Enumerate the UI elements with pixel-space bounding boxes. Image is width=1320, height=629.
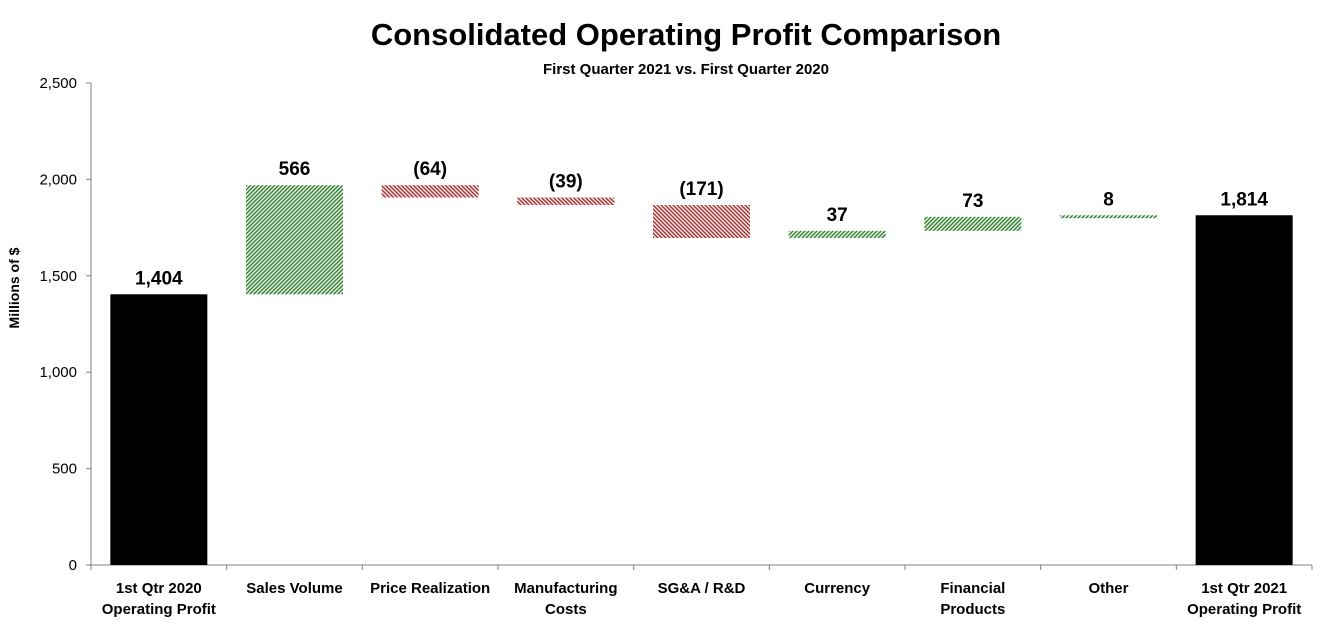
decrease-bar [517, 197, 615, 206]
data-label: 1,404 [135, 268, 183, 289]
x-category-label: Price Realization [370, 580, 490, 597]
y-axis-label: Millions of $ [6, 247, 22, 328]
y-tick-label: 500 [52, 461, 77, 478]
x-category-label: Financial [940, 580, 1005, 597]
chart-subtitle: First Quarter 2021 vs. First Quarter 202… [543, 61, 829, 78]
x-category-label: Other [1088, 580, 1128, 597]
x-category-label: SG&A / R&D [658, 580, 746, 597]
y-tick-label: 2,000 [39, 171, 77, 188]
bars [110, 185, 1293, 565]
data-label: (39) [549, 172, 583, 193]
x-category-label: 1st Qtr 2021 [1201, 580, 1287, 597]
data-label: 37 [827, 205, 848, 226]
axes: 0 500 1,000 1,500 2,000 2,500 [39, 75, 1313, 574]
y-tick-label: 1,000 [39, 364, 77, 381]
decrease-bar [653, 205, 750, 239]
increase-bar [788, 230, 886, 239]
data-label: 73 [962, 191, 983, 212]
x-category-label: Manufacturing [514, 580, 617, 597]
increase-bar [1060, 215, 1157, 219]
decrease-bar [381, 185, 479, 198]
data-label: 566 [279, 159, 311, 180]
x-category-label: Sales Volume [246, 580, 342, 597]
data-label: (64) [413, 159, 447, 180]
x-category-label: Costs [545, 601, 587, 618]
total-bar [110, 294, 208, 565]
x-category-label: 1st Qtr 2020 [116, 580, 202, 597]
y-tick-label: 2,500 [39, 75, 77, 92]
y-tick-label: 1,500 [39, 268, 77, 285]
data-label: 8 [1103, 189, 1114, 210]
total-bar [1195, 215, 1293, 565]
y-tick-label: 0 [69, 557, 77, 574]
data-label: 1,814 [1220, 189, 1268, 210]
x-category-label: Operating Profit [1187, 601, 1301, 618]
increase-bar [246, 185, 343, 295]
data-label: (171) [679, 179, 723, 200]
x-category-label: Operating Profit [102, 601, 216, 618]
data-labels: 1,404 1st Qtr 2020 Operating Profit 566 Sale… [102, 159, 1302, 618]
chart-title: Consolidated Operating Profit Comparison [371, 17, 1001, 52]
increase-bar [924, 216, 1022, 231]
x-category-label: Currency [804, 580, 871, 597]
x-category-label: Products [940, 601, 1005, 618]
